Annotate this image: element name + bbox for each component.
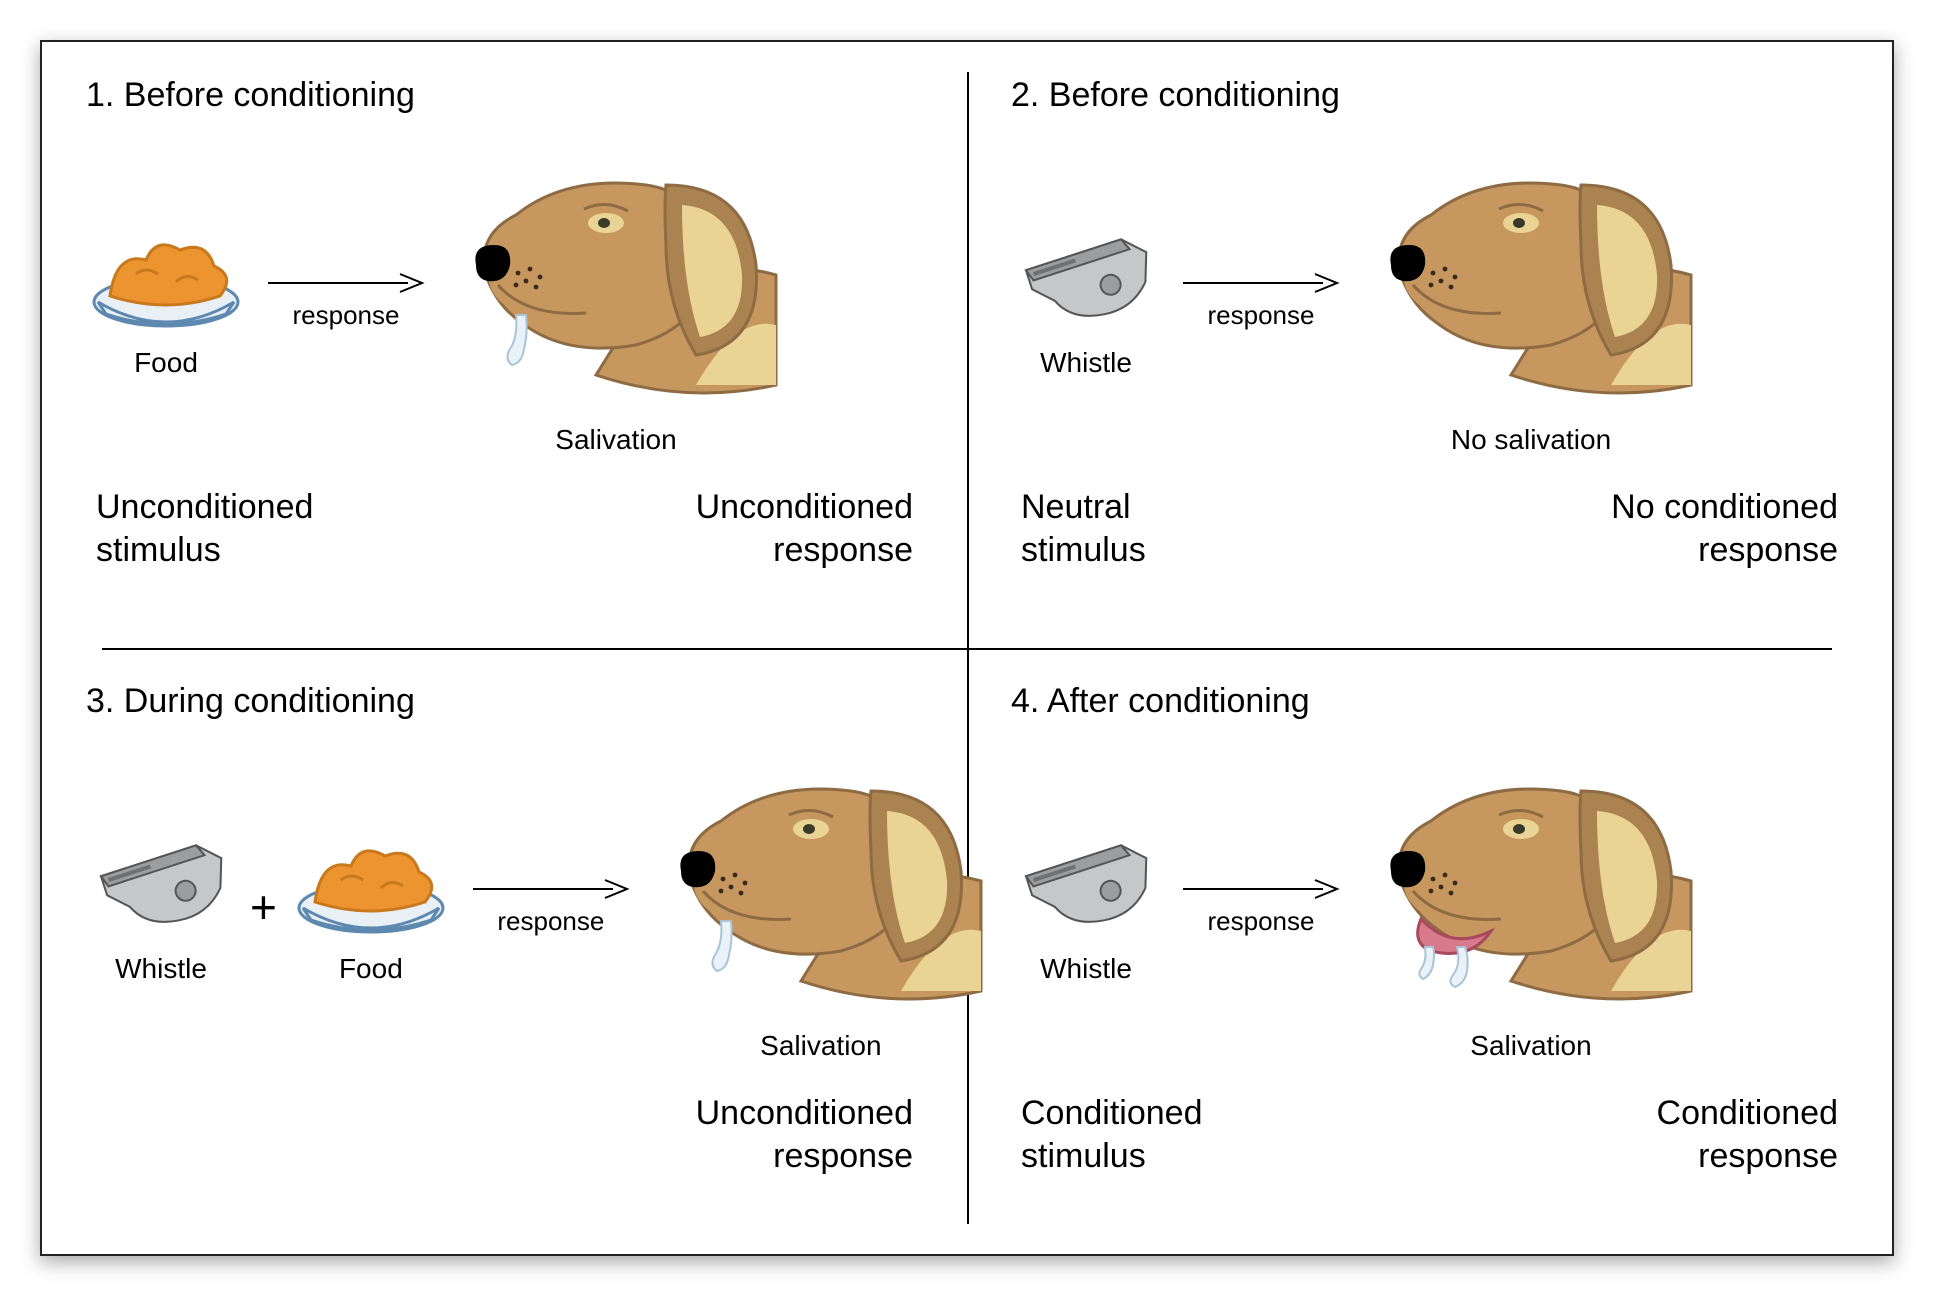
panel-4-arrow-label: response <box>1208 906 1315 937</box>
panel-1-row: Food response <box>86 145 923 456</box>
panel-2-arrow-label: response <box>1208 300 1315 331</box>
panel-2-stimulus-label: Whistle <box>1040 347 1132 379</box>
panel-4-stimulus-label: Whistle <box>1040 953 1132 985</box>
panel-3-row: Whistle + Food response <box>86 751 923 1062</box>
food-icon <box>86 222 246 337</box>
panel-4: 4. After conditioning Whistle response <box>967 648 1892 1254</box>
panel-3-response-label: Salivation <box>760 1030 881 1062</box>
panel-2-row: Whistle response <box>1011 145 1848 456</box>
panel-2-footer-left: Neutralstimulus <box>1021 486 1146 571</box>
panel-1-response: Salivation <box>446 145 786 456</box>
panel-3-stimulus-a: Whistle <box>86 828 236 985</box>
arrow-icon <box>266 270 426 296</box>
panel-1-title: 1. Before conditioning <box>86 76 923 115</box>
panel-2-response-label: No salivation <box>1451 424 1611 456</box>
panel-3-title: 3. During conditioning <box>86 682 923 721</box>
panel-1: 1. Before conditioning Food response <box>42 42 967 648</box>
food-icon <box>291 828 451 943</box>
whistle-icon <box>1011 828 1161 943</box>
panel-1-response-label: Salivation <box>555 424 676 456</box>
panel-2: 2. Before conditioning Whistle response <box>967 42 1892 648</box>
panel-4-arrow: response <box>1181 876 1341 937</box>
panel-3-footer-right: Unconditionedresponse <box>696 1092 913 1177</box>
panel-3-footer: Unconditionedresponse <box>86 1092 923 1177</box>
panel-4-response: Salivation <box>1361 751 1701 1062</box>
panel-3-response: Salivation <box>651 751 991 1062</box>
arrow-icon <box>1181 270 1341 296</box>
panel-2-stimulus: Whistle <box>1011 222 1161 379</box>
panel-4-title: 4. After conditioning <box>1011 682 1848 721</box>
dog-salivating-icon <box>651 751 991 1016</box>
diagram-frame: 1. Before conditioning Food response <box>40 40 1894 1256</box>
panel-3-stimulus-a-label: Whistle <box>115 953 207 985</box>
panel-2-title: 2. Before conditioning <box>1011 76 1848 115</box>
dog-plain-icon <box>1361 145 1701 410</box>
panel-2-footer-right: No conditionedresponse <box>1611 486 1838 571</box>
dog-salivating-icon <box>446 145 786 410</box>
panel-4-footer-right: Conditionedresponse <box>1657 1092 1838 1177</box>
dog-tongue-icon <box>1361 751 1701 1016</box>
whistle-icon <box>86 828 236 943</box>
panel-4-footer-left: Conditionedstimulus <box>1021 1092 1202 1177</box>
plus-icon: + <box>250 880 277 934</box>
panel-1-stimulus: Food <box>86 222 246 379</box>
panel-3-arrow-label: response <box>497 906 604 937</box>
panel-1-stimulus-label: Food <box>134 347 198 379</box>
whistle-icon <box>1011 222 1161 337</box>
panel-3: 3. During conditioning Whistle + Food <box>42 648 967 1254</box>
panel-1-footer-left: Unconditionedstimulus <box>96 486 313 571</box>
panel-1-arrow-label: response <box>293 300 400 331</box>
panel-2-response: No salivation <box>1361 145 1701 456</box>
panel-3-arrow: response <box>471 876 631 937</box>
arrow-icon <box>471 876 631 902</box>
panel-1-arrow: response <box>266 270 426 331</box>
panel-4-footer: Conditionedstimulus Conditionedresponse <box>1011 1092 1848 1177</box>
arrow-icon <box>1181 876 1341 902</box>
panel-3-stimulus-b: Food <box>291 828 451 985</box>
panel-1-footer-right: Unconditionedresponse <box>696 486 913 571</box>
panel-2-footer: Neutralstimulus No conditionedresponse <box>1011 486 1848 571</box>
panel-1-footer: Unconditionedstimulus Unconditionedrespo… <box>86 486 923 571</box>
panel-4-stimulus: Whistle <box>1011 828 1161 985</box>
panel-2-arrow: response <box>1181 270 1341 331</box>
panel-4-row: Whistle response <box>1011 751 1848 1062</box>
panel-3-stimulus-b-label: Food <box>339 953 403 985</box>
panel-4-response-label: Salivation <box>1470 1030 1591 1062</box>
